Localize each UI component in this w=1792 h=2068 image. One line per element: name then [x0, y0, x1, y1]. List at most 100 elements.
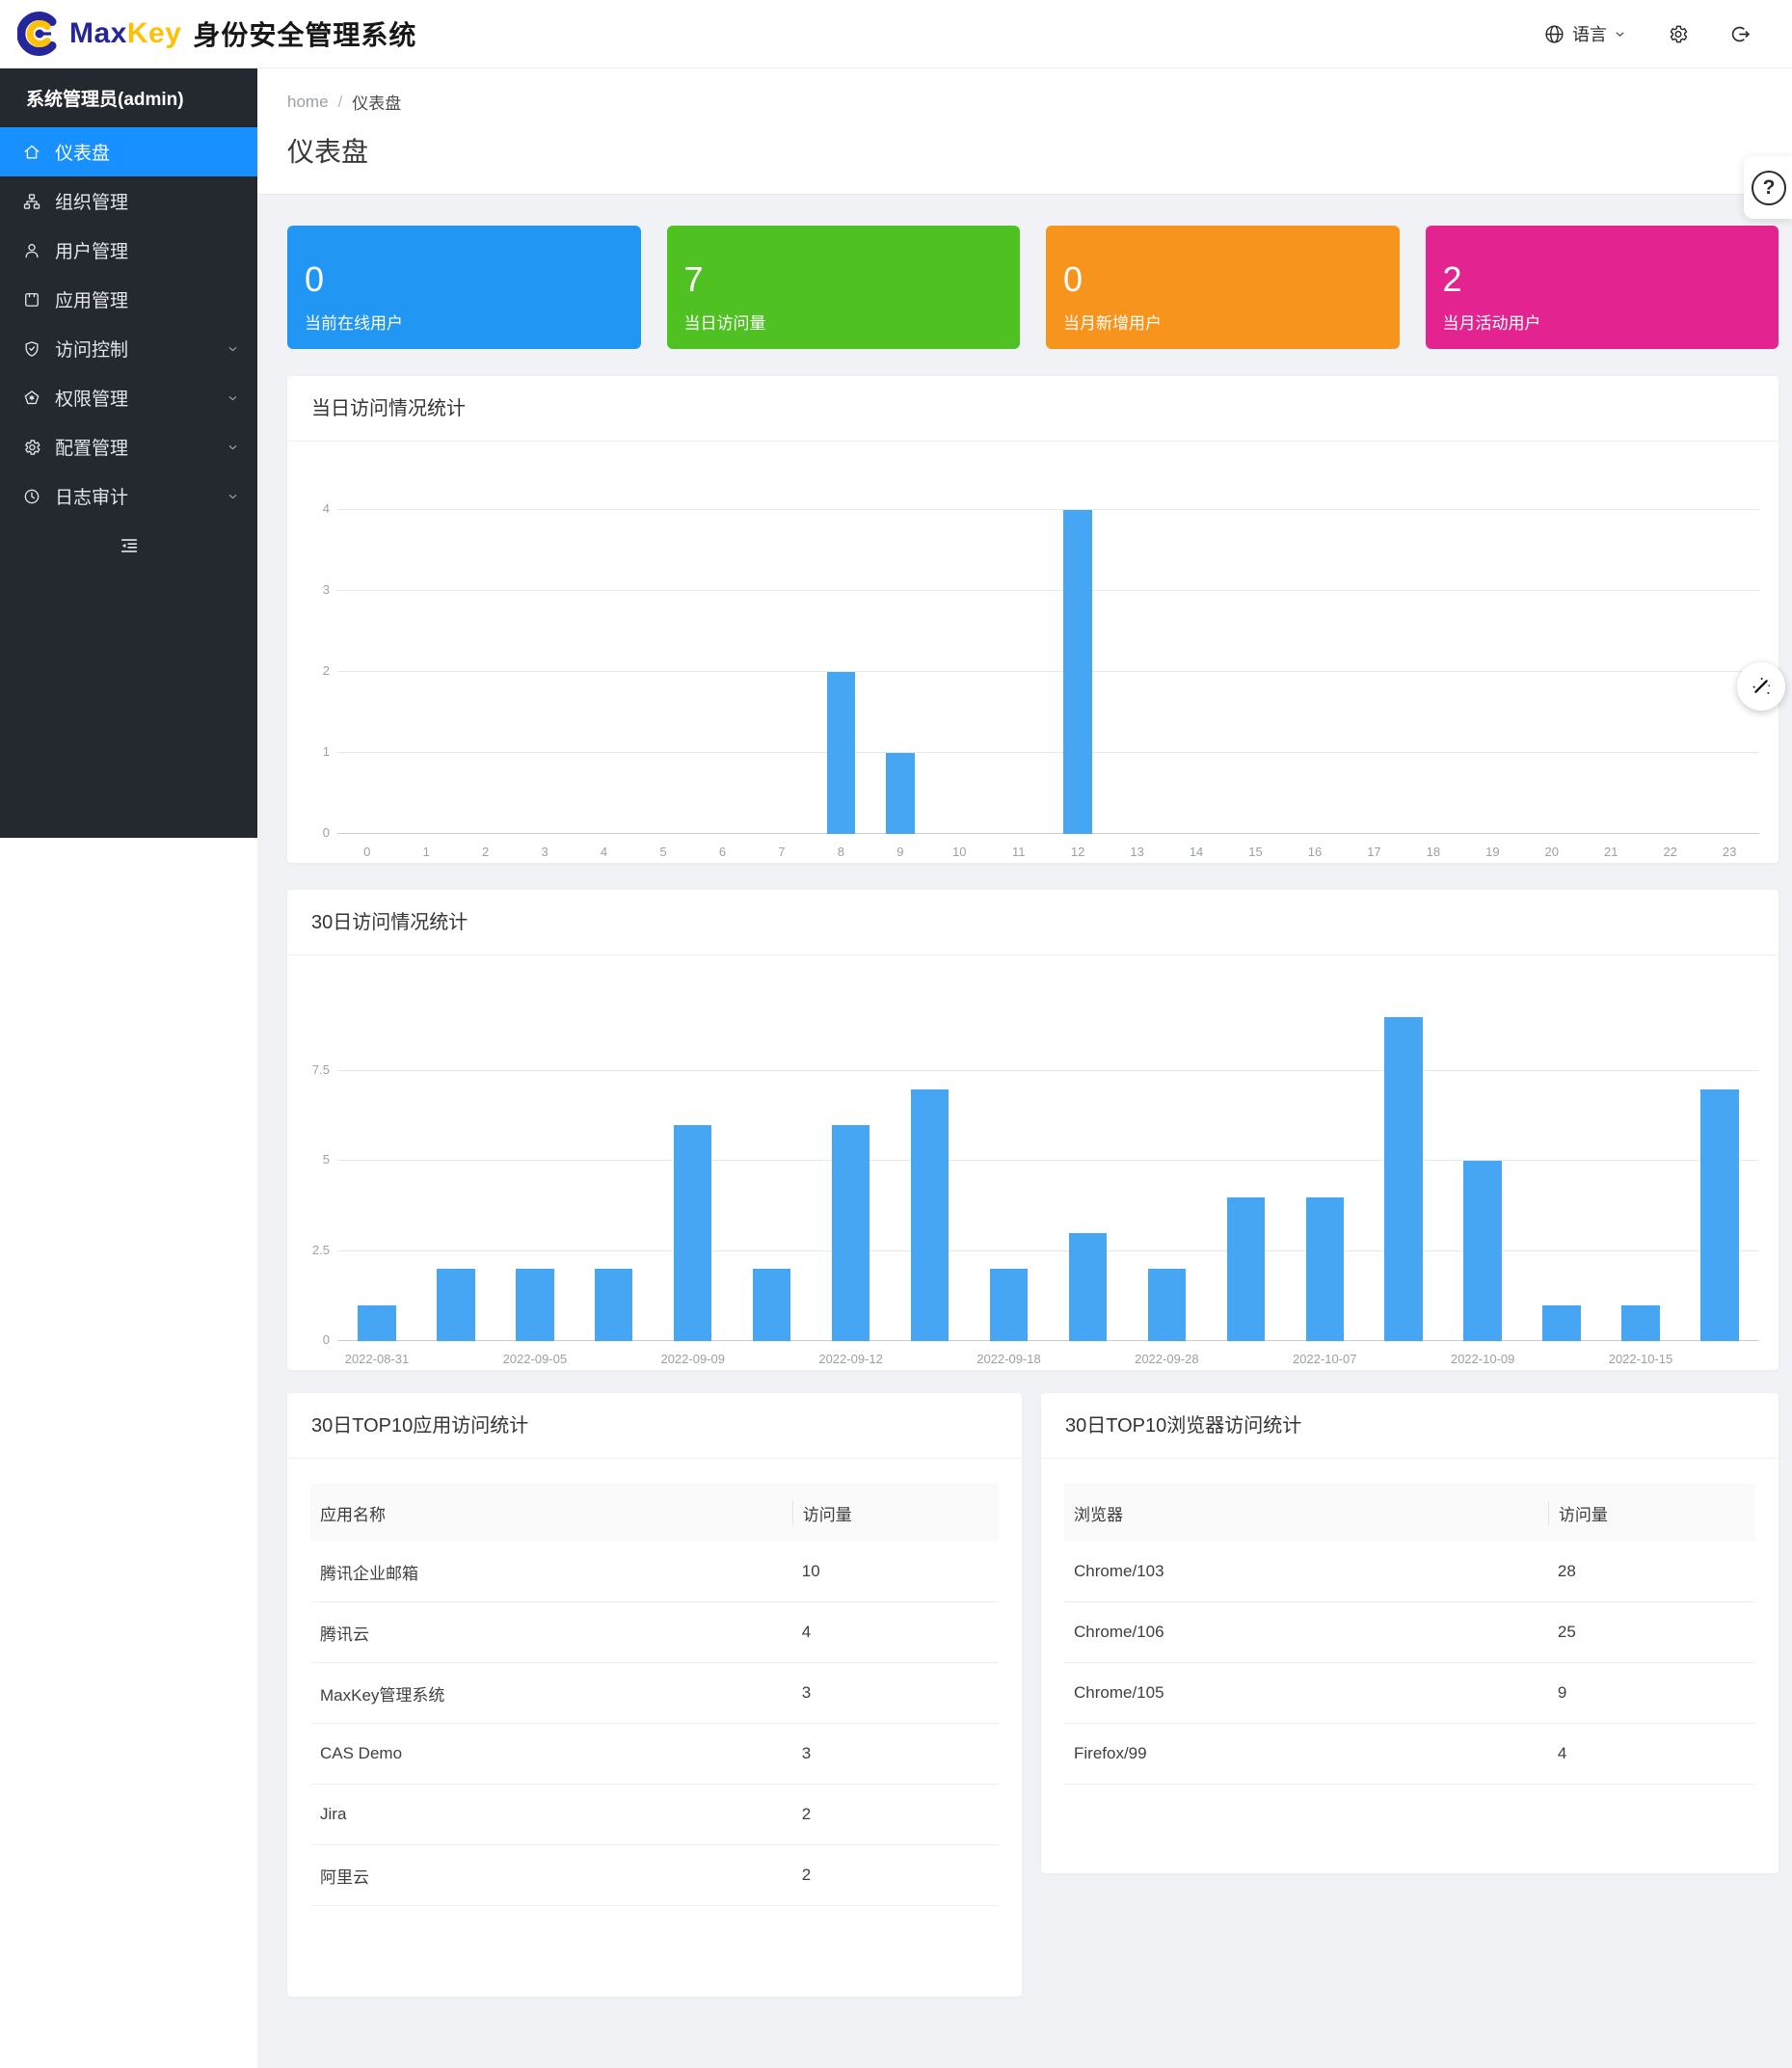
- gridline: 4: [323, 501, 1759, 516]
- bar-slot: [812, 510, 870, 834]
- bar-slot: [633, 510, 692, 834]
- cell-visits: 4: [1557, 1744, 1567, 1762]
- chevron-down-icon: [227, 441, 239, 453]
- help-button[interactable]: ?: [1744, 156, 1792, 219]
- sidebar-item-1[interactable]: 组织管理: [0, 176, 257, 226]
- x-tick-label: 6: [718, 845, 727, 859]
- x-tick-label: 9: [896, 845, 904, 859]
- shield-check-icon: [22, 339, 41, 359]
- x-axis-labels: 2022-08-31 2022-09-05 2022-09-09 2022-09-12…: [337, 1343, 1759, 1370]
- x-axis-labels: 0 1 2 3 4 5 6 7 8 9 10 11 12 13 14 15 16 17 18 19 20 21 22 23: [337, 836, 1759, 863]
- stat-cards: 0 当前在线用户 7 当日访问量 0 当月新增用户 2 当月活动用户: [287, 226, 1779, 349]
- sidebar-item-0[interactable]: 仪表盘: [0, 127, 257, 176]
- sidebar-item-4[interactable]: 访问控制: [0, 324, 257, 373]
- brand-max: Max: [69, 17, 127, 49]
- bar: [1384, 1017, 1423, 1341]
- cell-visits: 4: [801, 1623, 812, 1641]
- outdent-icon: [120, 539, 137, 552]
- x-tick-label: [575, 1343, 654, 1370]
- x-tick-label: 2022-08-31: [344, 1352, 410, 1366]
- gridline: 2: [323, 663, 1759, 678]
- column-header: 访问量: [791, 1500, 999, 1525]
- language-selector[interactable]: 语言: [1543, 21, 1626, 46]
- bar: [1063, 510, 1092, 834]
- bar: [358, 1304, 396, 1341]
- sidebar-item-3[interactable]: 应用管理: [0, 275, 257, 324]
- bar: [989, 1269, 1029, 1341]
- user-icon: [22, 241, 41, 260]
- stat-label: 当月活动用户: [1442, 314, 1541, 333]
- bar-slot: [1601, 1007, 1680, 1341]
- bar-slot: [1206, 1007, 1285, 1341]
- sidebar-item-7[interactable]: 日志审计: [0, 471, 257, 521]
- bar: [516, 1269, 554, 1341]
- gridline: 3: [323, 582, 1759, 597]
- breadcrumb-current: 仪表盘: [352, 94, 402, 113]
- y-tick-label: 2: [322, 663, 330, 678]
- sidebar: 系统管理员(admin) 仪表盘 组织管理 用户管理 应用管理 访问控制 权限管理 配置管理…: [0, 68, 257, 838]
- cell-name: 腾讯云: [320, 1625, 369, 1644]
- bar-slot: [1522, 1007, 1601, 1341]
- panel-title: 30日TOP10应用访问统计: [287, 1393, 1022, 1459]
- cell-name: 阿里云: [320, 1867, 369, 1887]
- cell-visits: 2: [801, 1805, 812, 1823]
- bar-slot: [396, 510, 455, 834]
- sidebar-item-2[interactable]: 用户管理: [0, 226, 257, 275]
- bar-slot: [1285, 510, 1344, 834]
- sidebar-item-6[interactable]: 配置管理: [0, 422, 257, 471]
- theme-tool-button[interactable]: [1737, 662, 1785, 711]
- stat-card-online-users: 0 当前在线用户: [287, 226, 641, 349]
- bar-slot: [870, 510, 929, 834]
- bar-slot: [891, 1007, 970, 1341]
- table-row: 腾讯企业邮箱 10: [310, 1542, 999, 1602]
- panel-title: 30日访问情况统计: [287, 890, 1779, 955]
- stat-card-month-active-users: 2 当月活动用户: [1425, 226, 1779, 349]
- panel-title: 当日访问情况统计: [287, 376, 1779, 442]
- y-tick-label: 0: [322, 1332, 330, 1347]
- cell-name: Chrome/105: [1074, 1683, 1164, 1702]
- column-header: 访问量: [1547, 1500, 1755, 1525]
- sidebar-collapse-button[interactable]: [0, 521, 257, 571]
- app-title: 身份安全管理系统: [193, 20, 417, 50]
- table-header-row: 应用名称 访问量: [310, 1484, 999, 1542]
- table-row: MaxKey管理系统 3: [310, 1663, 999, 1724]
- x-tick-label: [1364, 1343, 1443, 1370]
- bar-slot: [1404, 510, 1462, 834]
- bar: [1542, 1304, 1581, 1341]
- bar-slot: [970, 1007, 1049, 1341]
- x-tick-label: 21: [1604, 845, 1618, 859]
- bar-slot: [693, 510, 752, 834]
- logout-icon[interactable]: [1729, 23, 1752, 45]
- pentagon-icon: [22, 389, 41, 408]
- cell-visits: 9: [1557, 1683, 1567, 1702]
- bar-slot: [515, 510, 574, 834]
- bar-slot: [1127, 1007, 1206, 1341]
- sidebar-item-5[interactable]: 权限管理: [0, 373, 257, 422]
- brand-key: Key: [126, 17, 182, 49]
- bar-slot: [1463, 510, 1522, 834]
- x-tick-label: [733, 1343, 812, 1370]
- x-tick-label: 7: [778, 845, 786, 859]
- app-icon: [22, 290, 41, 309]
- bar-slot: [1108, 510, 1166, 834]
- stat-label: 当前在线用户: [305, 314, 403, 333]
- gear-icon[interactable]: [1667, 23, 1689, 45]
- bar-slot: [1048, 1007, 1127, 1341]
- x-tick-label: 2022-09-05: [502, 1352, 568, 1366]
- bar: [910, 1088, 949, 1341]
- x-tick-label: [1206, 1343, 1285, 1370]
- stat-value: 2: [1442, 259, 1462, 299]
- main-area: home / 仪表盘 仪表盘 0 当前在线用户 7 当日访问量 0 当月新增用户…: [257, 68, 1792, 2068]
- bar-slot: [1048, 510, 1107, 834]
- x-tick-label: 22: [1663, 845, 1677, 859]
- x-tick-label: 13: [1130, 845, 1144, 859]
- sidebar-item-label: 仪表盘: [55, 144, 111, 164]
- stat-label: 当日访问量: [683, 314, 766, 333]
- page-header: home / 仪表盘 仪表盘: [257, 68, 1792, 195]
- x-tick-label: 2022-10-15: [1608, 1352, 1673, 1366]
- breadcrumb-home[interactable]: home: [287, 92, 329, 111]
- x-tick-label: [1680, 1343, 1759, 1370]
- bar: [595, 1269, 633, 1341]
- x-tick-label: 3: [541, 845, 548, 859]
- bars: [337, 510, 1759, 834]
